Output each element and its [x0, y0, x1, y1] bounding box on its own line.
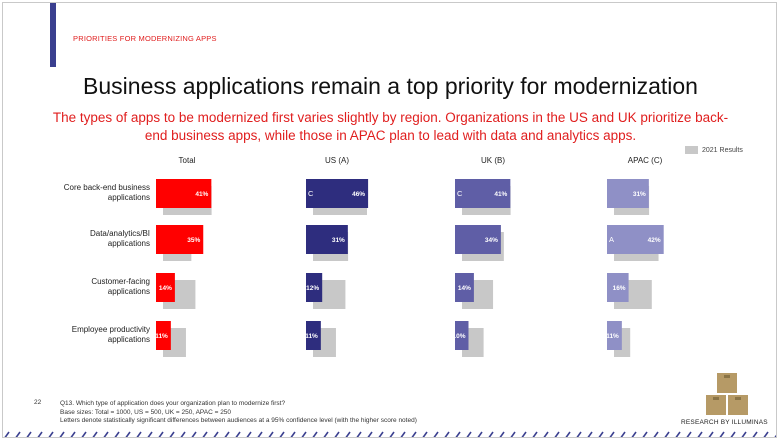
data-label: 10%: [452, 333, 465, 340]
series-header: Total: [179, 156, 196, 165]
data-label: 16%: [613, 285, 626, 292]
accent-bar: [50, 3, 56, 67]
section-label: PRIORITIES FOR MODERNIZING APPS: [73, 34, 217, 43]
category-label: applications: [108, 335, 150, 344]
data-label: 42%: [648, 237, 661, 244]
data-label: 35%: [187, 237, 200, 244]
footer-base-sizes: Base sizes: Total = 1000, US = 500, UK =…: [60, 408, 232, 416]
value-bar: [455, 179, 511, 208]
data-label: 46%: [352, 191, 365, 198]
page-title: Business applications remain a top prior…: [83, 73, 698, 99]
significance-letter: C: [308, 189, 314, 198]
series-header: UK (B): [481, 156, 505, 165]
significance-letter: C: [457, 189, 463, 198]
data-label: 14%: [458, 285, 471, 292]
value-bar: [607, 273, 629, 302]
category-label: Customer-facing: [91, 277, 150, 286]
value-bar: [607, 179, 649, 208]
value-bar: [306, 179, 369, 208]
brand-label: RESEARCH BY ILLUMINAS: [681, 419, 768, 426]
data-label: 11%: [155, 333, 168, 340]
value-bar: [455, 273, 474, 302]
value-bar: [306, 225, 348, 254]
data-label: 41%: [195, 191, 208, 198]
series-header: US (A): [325, 156, 349, 165]
category-label: Employee productivity: [72, 325, 150, 334]
boxes-logo-icon: [706, 373, 748, 415]
value-bar: [156, 179, 212, 208]
footer-note: Letters denote statistically significant…: [60, 417, 417, 424]
value-bar: [455, 225, 501, 254]
data-label: 34%: [485, 237, 498, 244]
category-label: Core back-end business: [64, 183, 150, 192]
series-header: APAC (C): [628, 156, 663, 165]
data-label: 14%: [159, 285, 172, 292]
category-label: Data/analytics/BI: [90, 229, 150, 238]
data-label: 31%: [633, 191, 646, 198]
legend-swatch-2021: [685, 146, 698, 154]
category-label: applications: [108, 239, 150, 248]
bar-chart: Total US (A) UK (B) APAC (C) Core back-end b…: [64, 156, 664, 357]
category-label: applications: [108, 193, 150, 202]
value-bar: [306, 321, 321, 350]
hatched-footer-strip: [3, 431, 776, 437]
data-label: 11%: [305, 333, 318, 340]
legend-label: 2021 Results: [702, 146, 743, 154]
category-label: applications: [108, 287, 150, 296]
data-label: 11%: [606, 333, 619, 340]
value-bar: [455, 321, 469, 350]
value-bar: [607, 321, 622, 350]
data-label: 31%: [332, 237, 345, 244]
value-bar: [607, 225, 664, 254]
data-label: 41%: [494, 191, 507, 198]
value-bar: [306, 273, 323, 302]
footer-question: Q13. Which type of application does your…: [60, 400, 286, 407]
legend: 2021 Results: [685, 146, 743, 154]
data-label: 12%: [306, 285, 319, 292]
value-bar: [156, 321, 171, 350]
value-bar: [156, 273, 175, 302]
page-number: 22: [34, 399, 42, 406]
significance-letter: A: [609, 235, 614, 244]
page-subtitle: The types of apps to be modernized first…: [52, 110, 729, 143]
footer-notes: Q13. Which type of application does your…: [60, 400, 417, 426]
value-bar: [156, 225, 204, 254]
